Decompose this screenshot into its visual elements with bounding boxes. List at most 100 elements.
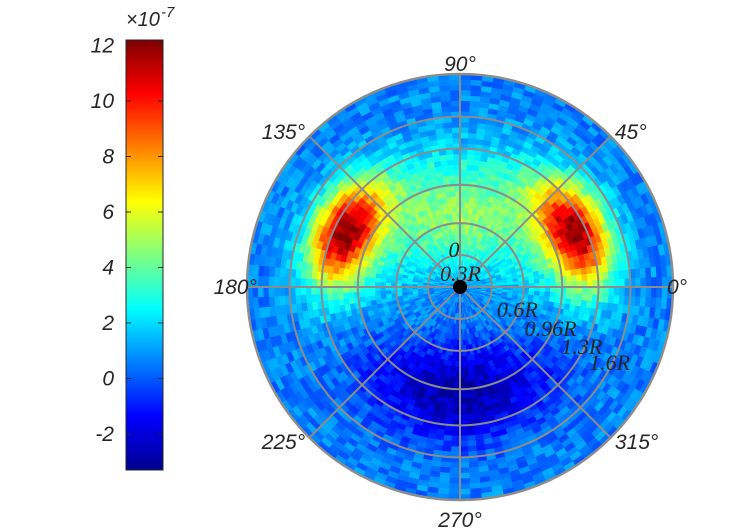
angular-tick-label: 315° — [615, 431, 658, 454]
heatmap-cell — [294, 278, 301, 288]
heatmap-cell — [331, 279, 338, 288]
heatmap-cell — [466, 153, 475, 161]
heatmap-cell — [613, 294, 620, 305]
heatmap-cell — [385, 278, 392, 284]
heatmap-cells — [247, 74, 673, 500]
heatmap-cell — [369, 277, 376, 283]
heatmap-cell — [613, 278, 621, 288]
heatmap-cell — [449, 478, 461, 485]
heatmap-cell — [465, 164, 474, 171]
heatmap-cell — [359, 270, 366, 278]
angular-tick-label: 135° — [262, 121, 305, 144]
heatmap-cell — [565, 292, 572, 300]
heatmap-cell — [608, 286, 615, 296]
colorbar-tick-label: 4 — [102, 256, 114, 279]
heatmap-cell — [363, 291, 371, 298]
heatmap-cell — [463, 206, 469, 214]
heatmap-cell — [459, 89, 471, 96]
heatmap-cell — [273, 276, 280, 288]
heatmap-cell — [586, 272, 594, 281]
heatmap-cell — [459, 440, 469, 448]
heatmap-cell — [364, 271, 371, 278]
heatmap-cell — [451, 355, 457, 362]
heatmap-cell — [464, 381, 471, 389]
heatmap-cell — [332, 273, 339, 281]
heatmap-cell — [554, 291, 562, 298]
heatmap-cell — [267, 276, 275, 288]
colorbar-tick-label: 2 — [101, 312, 114, 335]
heatmap-cell — [326, 279, 333, 288]
heatmap-cell — [452, 409, 461, 416]
heatmap-cell — [459, 483, 471, 490]
heatmap-cell — [451, 446, 461, 453]
heatmap-cell — [257, 276, 264, 288]
heatmap-cell — [348, 274, 355, 282]
colorbar-tick-label: 10 — [91, 90, 115, 113]
heatmap-cell — [374, 277, 381, 284]
heatmap-cell — [305, 270, 313, 280]
heatmap-cell — [444, 137, 453, 145]
heatmap-cell — [278, 277, 285, 288]
colorbar-fill — [125, 39, 164, 471]
heatmap-cell — [463, 201, 470, 208]
heatmap-cell — [459, 462, 470, 469]
heatmap-cell — [635, 286, 642, 297]
heatmap-cell — [447, 169, 455, 177]
heatmap-cell — [576, 273, 583, 282]
heatmap-cell — [554, 276, 562, 283]
heatmap-cell — [299, 278, 307, 288]
heatmap-cell — [446, 403, 455, 410]
heatmap-cell — [448, 488, 461, 495]
heatmap-cell — [618, 295, 626, 305]
heatmap-cell — [305, 278, 312, 288]
heatmap-cell — [294, 295, 302, 305]
heatmap-cell — [451, 137, 461, 144]
center-marker — [453, 280, 467, 294]
heatmap-cell — [450, 462, 461, 469]
heatmap-cell — [446, 164, 455, 171]
heatmap-cell — [602, 294, 610, 303]
heatmap-cell — [549, 291, 557, 298]
colorbar-exponent: -7 — [161, 4, 175, 21]
heatmap-cell — [459, 153, 468, 160]
heatmap-cell — [449, 467, 461, 474]
heatmap-cell — [299, 286, 307, 296]
heatmap-cell — [342, 292, 350, 300]
heatmap-cell — [464, 376, 471, 384]
heatmap-cell — [468, 121, 478, 129]
heatmap-cell — [449, 472, 461, 480]
heatmap-cell — [305, 294, 313, 304]
heatmap-cell — [459, 100, 471, 107]
heatmap-cell — [459, 94, 471, 102]
heatmap-cell — [608, 278, 615, 288]
heatmap-cell — [467, 137, 476, 145]
heatmap-cell — [468, 196, 475, 204]
heatmap-cell — [464, 196, 470, 203]
heatmap-cell — [358, 291, 366, 298]
heatmap-cell — [449, 483, 461, 490]
heatmap-cell — [464, 185, 471, 193]
heatmap-cell — [459, 478, 471, 485]
heatmap-cell — [459, 472, 471, 480]
heatmap-cell — [459, 446, 469, 453]
heatmap-cell — [444, 376, 451, 383]
heatmap-cell — [466, 159, 474, 166]
heatmap-cell — [459, 84, 471, 91]
heatmap-cell — [331, 286, 338, 295]
heatmap-cell — [300, 294, 307, 305]
heatmap-cell — [645, 276, 653, 288]
heatmap-cell — [544, 291, 551, 297]
heatmap-cell — [613, 286, 621, 296]
heatmap-cell — [332, 293, 339, 301]
heatmap-cell — [449, 185, 456, 193]
heatmap-cell — [467, 434, 477, 442]
heatmap-cell — [468, 445, 478, 453]
heatmap-cell — [358, 276, 366, 283]
heatmap-cell — [449, 381, 456, 389]
heatmap-cell — [447, 392, 455, 399]
heatmap-cell — [459, 105, 470, 112]
heatmap-cell — [587, 279, 594, 288]
heatmap-cell — [459, 137, 469, 144]
